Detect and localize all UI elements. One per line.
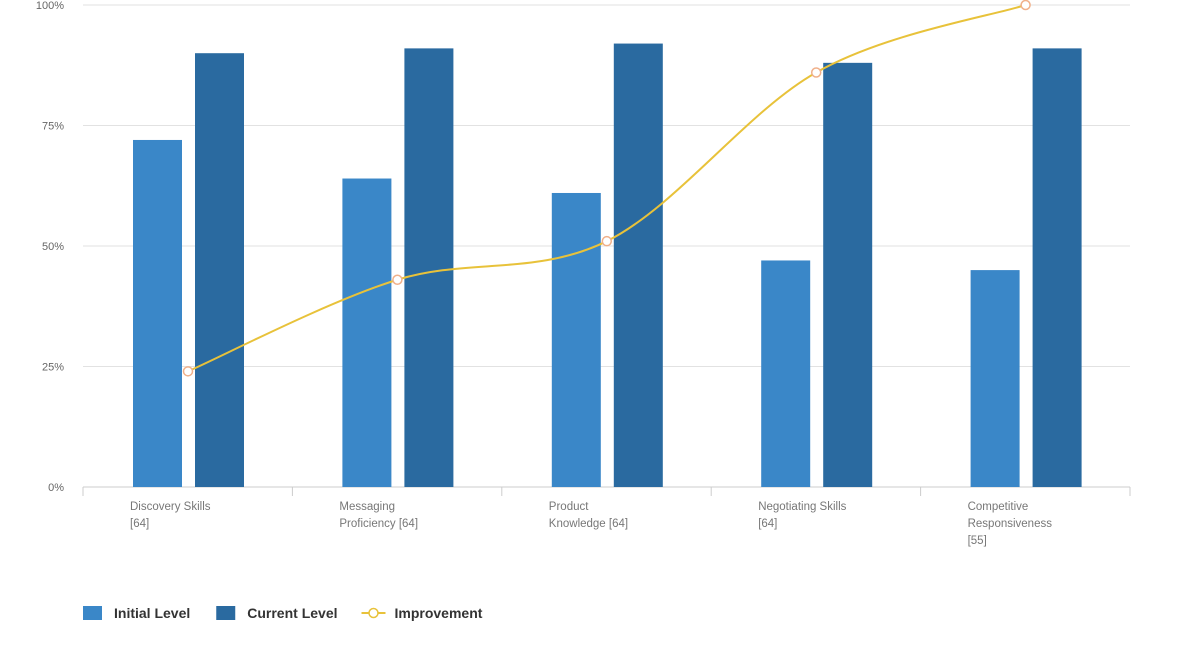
x-category-label: Discovery Skills [64] <box>130 501 211 530</box>
improvement-point <box>601 235 613 247</box>
legend-marker-icon <box>368 607 379 619</box>
improvement-line <box>187 4 1026 373</box>
x-category-label-line: Competitive <box>968 501 1029 513</box>
y-tick-label: 50% <box>42 241 64 253</box>
bar-current-level <box>823 62 873 488</box>
y-tick-label: 0% <box>48 482 64 494</box>
bar-initial-level <box>133 139 182 487</box>
y-tick-label: 75% <box>42 121 64 133</box>
bar-current-level <box>404 48 454 487</box>
bar-current-level <box>195 53 244 487</box>
bar-initial-level <box>342 178 392 487</box>
bar-initial-level <box>761 260 811 487</box>
x-category-label-line: Messaging <box>339 501 395 513</box>
bar-initial-level <box>551 192 601 488</box>
x-category-label-line: Product <box>549 501 589 513</box>
x-category-label: Product Knowledge [64] <box>549 501 628 530</box>
x-category-label-line: Knowledge [64] <box>549 518 628 530</box>
y-tick-label: 100% <box>36 0 64 12</box>
x-category-label-line: [55] <box>968 535 987 547</box>
x-category-label-line: Proficiency [64] <box>339 518 418 530</box>
legend-label: Initial Level <box>114 605 190 621</box>
y-tick-label: 25% <box>42 362 64 374</box>
legend-label: Current Level <box>247 605 337 621</box>
x-category-label-line: [64] <box>758 518 777 530</box>
bar-initial-level <box>970 270 1020 487</box>
x-category-label: Negotiating Skills [64] <box>758 501 846 530</box>
legend-swatch <box>83 606 102 620</box>
bar-current-level <box>613 43 663 488</box>
improvement-point <box>182 366 194 377</box>
x-category-label-line: Discovery Skills <box>130 501 211 513</box>
legend-swatch <box>216 606 236 620</box>
x-category-label-line: Responsiveness <box>968 518 1053 530</box>
x-category-label: Competitive Responsiveness [55] <box>968 501 1053 547</box>
improvement-point <box>810 67 822 78</box>
x-category-label: Messaging Proficiency [64] <box>339 501 418 530</box>
x-category-label-line: [64] <box>130 518 149 530</box>
improvement-point <box>1020 0 1031 11</box>
bar-current-level <box>1032 48 1082 487</box>
legend-label: Improvement <box>395 605 483 621</box>
improvement-point <box>392 274 403 285</box>
x-category-label-line: Negotiating Skills <box>758 501 846 513</box>
